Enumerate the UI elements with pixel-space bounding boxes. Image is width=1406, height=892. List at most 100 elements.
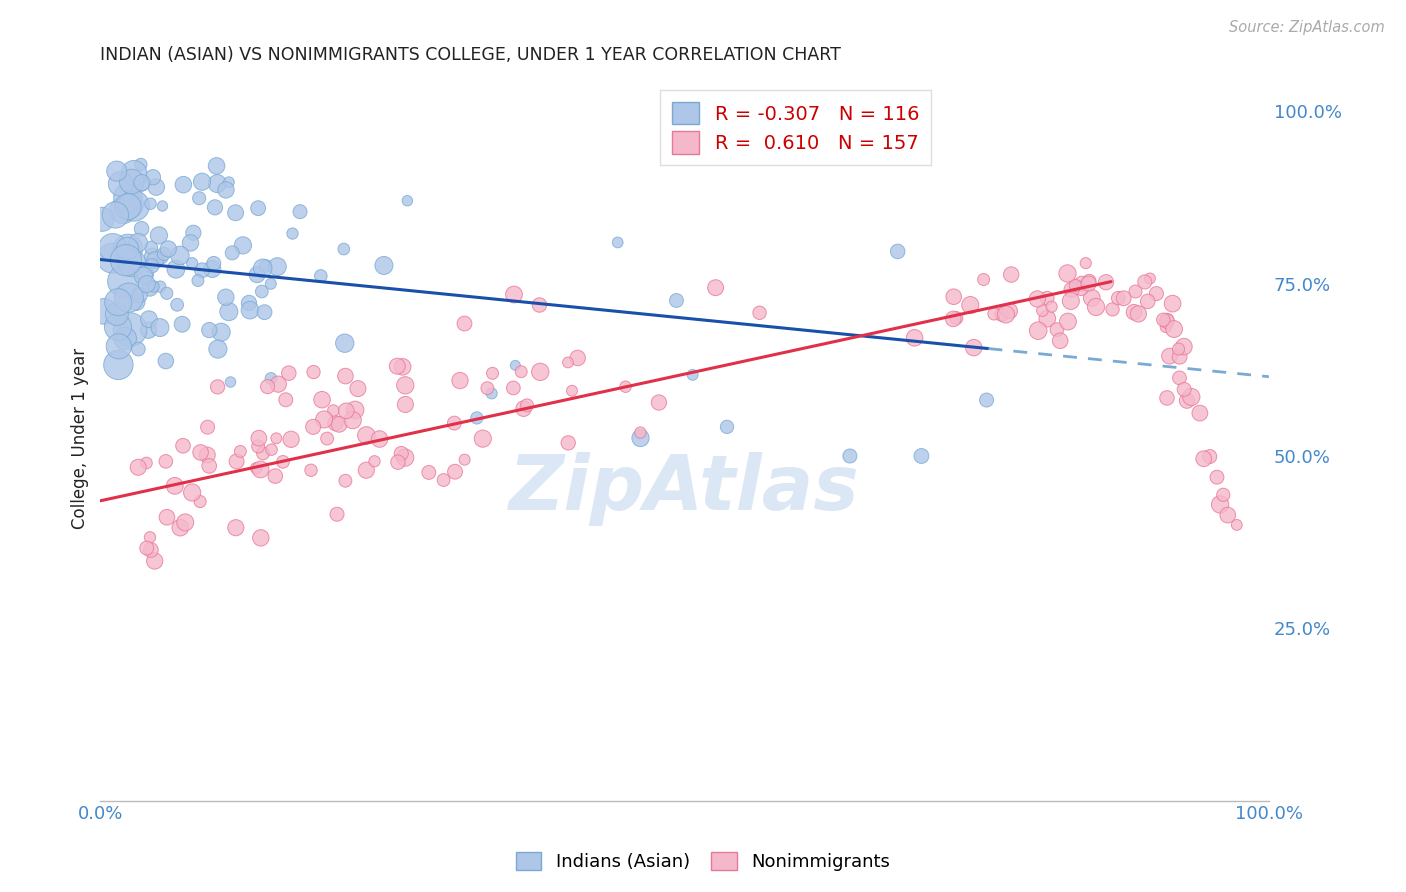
Point xyxy=(274,392,297,407)
Point xyxy=(114,331,136,345)
Point xyxy=(247,201,270,215)
Point xyxy=(449,374,471,388)
Point xyxy=(453,452,475,467)
Point xyxy=(1198,450,1220,464)
Point xyxy=(299,463,322,477)
Point xyxy=(112,274,135,288)
Point xyxy=(117,190,139,204)
Point xyxy=(1049,334,1071,348)
Point xyxy=(166,298,188,312)
Point xyxy=(117,242,139,256)
Point xyxy=(1216,508,1239,522)
Point xyxy=(1163,322,1185,336)
Point xyxy=(314,412,336,426)
Point xyxy=(221,245,243,260)
Point xyxy=(174,516,197,530)
Point xyxy=(1125,285,1147,299)
Point xyxy=(107,295,129,310)
Point xyxy=(998,304,1021,318)
Point xyxy=(510,365,533,379)
Point xyxy=(1085,300,1108,314)
Point xyxy=(107,339,129,353)
Point xyxy=(129,157,152,171)
Point xyxy=(252,446,274,460)
Point xyxy=(561,384,583,398)
Point xyxy=(1064,278,1087,293)
Point xyxy=(1081,291,1104,305)
Point xyxy=(356,463,378,477)
Point xyxy=(253,305,276,319)
Y-axis label: College, Under 1 year: College, Under 1 year xyxy=(72,348,89,529)
Point xyxy=(207,380,229,394)
Point xyxy=(335,369,357,384)
Point xyxy=(156,510,179,524)
Point xyxy=(197,420,219,434)
Point xyxy=(141,241,163,255)
Point xyxy=(238,296,260,310)
Point xyxy=(529,365,551,379)
Point xyxy=(512,401,534,416)
Point xyxy=(1036,311,1059,326)
Point xyxy=(394,397,416,411)
Point xyxy=(139,543,162,558)
Point xyxy=(648,395,671,409)
Point xyxy=(433,473,456,487)
Point xyxy=(529,298,551,312)
Point xyxy=(1026,292,1049,306)
Point xyxy=(910,449,932,463)
Point xyxy=(195,448,218,462)
Point xyxy=(614,380,637,394)
Point xyxy=(218,175,240,189)
Point xyxy=(356,428,378,442)
Point xyxy=(134,267,156,281)
Point xyxy=(838,449,860,463)
Point xyxy=(143,554,166,568)
Point xyxy=(252,261,274,276)
Point xyxy=(207,342,229,356)
Point xyxy=(127,460,149,475)
Point xyxy=(139,530,162,544)
Text: Source: ZipAtlas.com: Source: ZipAtlas.com xyxy=(1229,20,1385,35)
Point xyxy=(155,354,177,368)
Point xyxy=(335,474,357,488)
Point xyxy=(246,268,269,282)
Point xyxy=(311,392,333,407)
Point xyxy=(1168,371,1191,385)
Point xyxy=(1031,303,1053,318)
Point xyxy=(183,226,205,240)
Point xyxy=(266,260,288,274)
Point xyxy=(169,248,191,262)
Point xyxy=(1154,320,1177,334)
Point xyxy=(344,403,367,417)
Point xyxy=(202,256,225,270)
Point xyxy=(1209,498,1232,512)
Point xyxy=(190,445,212,459)
Point xyxy=(302,365,325,379)
Point xyxy=(516,398,538,412)
Point xyxy=(1070,281,1092,295)
Point xyxy=(277,366,299,380)
Point xyxy=(188,494,211,508)
Point xyxy=(169,521,191,535)
Point xyxy=(288,204,311,219)
Point xyxy=(142,279,165,293)
Point xyxy=(152,199,174,213)
Point xyxy=(215,183,238,197)
Point xyxy=(101,240,124,254)
Point xyxy=(225,454,247,468)
Point xyxy=(165,262,187,277)
Point xyxy=(280,432,302,446)
Point xyxy=(1040,300,1063,314)
Point xyxy=(1188,406,1211,420)
Point xyxy=(1139,271,1161,285)
Point xyxy=(122,166,145,180)
Point xyxy=(127,235,149,250)
Point xyxy=(1064,278,1087,293)
Point xyxy=(187,274,209,288)
Point xyxy=(1026,324,1049,338)
Point xyxy=(1122,305,1144,319)
Point xyxy=(1156,391,1178,405)
Point xyxy=(994,307,1017,321)
Point xyxy=(502,381,524,395)
Point xyxy=(945,311,967,326)
